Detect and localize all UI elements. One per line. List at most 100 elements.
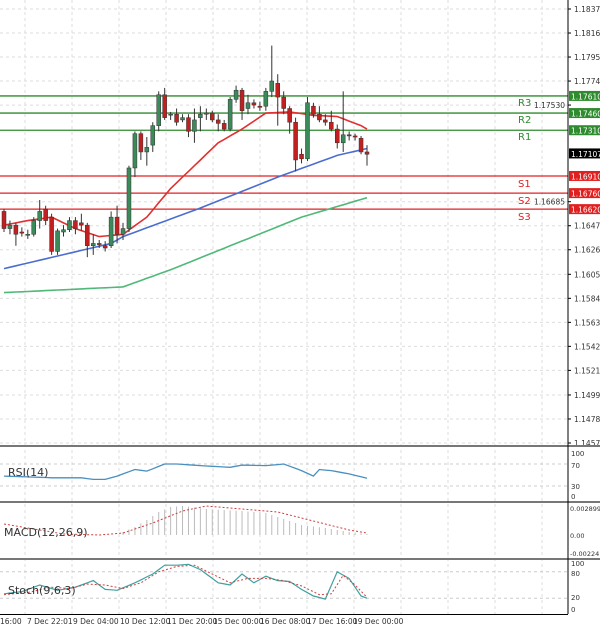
- candle-bear: [102, 245, 108, 249]
- level-price-label: 1.17310: [571, 127, 600, 136]
- panel-separator: [0, 558, 600, 560]
- level-price-badge: [569, 188, 600, 199]
- level-price-badge: [569, 170, 600, 181]
- candle-bear: [162, 94, 167, 118]
- stoch-signal-line: [3, 564, 368, 598]
- candle-bear: [317, 113, 322, 121]
- macd-tick-label: 0.00: [570, 532, 584, 540]
- candle-bear: [334, 128, 340, 144]
- price-tick-label: 1.14995: [574, 391, 600, 400]
- stoch-tick-label: 100: [571, 560, 584, 568]
- level-name-s2: S2: [518, 196, 531, 207]
- candle-bear: [114, 216, 120, 235]
- candle-bull: [263, 91, 269, 107]
- candle-bear: [352, 135, 358, 138]
- candle-bear: [49, 216, 54, 252]
- candle-bear: [287, 108, 292, 123]
- candle-bear: [1, 211, 7, 229]
- candle-bull: [55, 230, 60, 252]
- stoch-main-line: [3, 563, 368, 600]
- candle-bear: [358, 137, 364, 153]
- candle-bear: [281, 96, 286, 109]
- candle-bull: [25, 234, 31, 236]
- price-tick-label: 1.15420: [574, 342, 600, 351]
- candle-bear: [79, 222, 84, 226]
- level-price-label: 1.16760: [571, 190, 600, 199]
- candle-bull: [340, 134, 346, 144]
- price-tick-label: 1.15630: [574, 318, 600, 327]
- candle-bull: [126, 167, 132, 229]
- rsi-tick-label: 0: [571, 493, 575, 501]
- level-price-badge: [569, 204, 600, 215]
- candle-bear: [364, 151, 370, 155]
- price-tick-label: 1.17740: [574, 77, 600, 86]
- level-price-label: 1.17610: [571, 92, 600, 101]
- rsi-panel[interactable]: RSI(14): [0, 463, 568, 487]
- candle-bull: [108, 216, 114, 246]
- level-name-r1: R1: [518, 132, 531, 143]
- ma-slow-line: [3, 196, 368, 294]
- candle-bear: [138, 133, 144, 153]
- price-tick-label: 1.18160: [574, 29, 600, 38]
- candle-bull: [204, 112, 209, 115]
- candle-bull: [132, 133, 138, 169]
- time-tick-label: 9 Dec 04:00: [73, 617, 119, 626]
- ma-mid-line: [3, 147, 368, 270]
- candle-bear: [329, 121, 334, 130]
- price-tick-label: 1.17950: [574, 53, 600, 62]
- time-tick-label: 11 Dec 20:00: [167, 617, 218, 626]
- level-price-badge: [569, 108, 600, 119]
- candle-bear: [73, 220, 78, 229]
- macd-panel[interactable]: MACD(12,26,9): [3, 505, 368, 539]
- time-tick-label: 10 Dec 12:00: [120, 617, 171, 626]
- rsi-tick-label: 100: [571, 450, 584, 458]
- time-tick-label: 19 Dec 00:00: [353, 617, 404, 626]
- candle-bull: [192, 119, 197, 132]
- price-panel[interactable]: R3 R2 R1 S1 S2 S3: [0, 45, 568, 294]
- price-tick-label: 1.14575: [574, 439, 600, 448]
- level-price-badge: [569, 90, 600, 101]
- candle-bull: [198, 113, 203, 118]
- candle-bear: [311, 105, 316, 115]
- candle-bull: [156, 94, 161, 126]
- candle-bull: [31, 220, 37, 235]
- candle-bull: [144, 147, 150, 153]
- candle-bear: [275, 83, 280, 98]
- price-tick-label: 1.15840: [574, 294, 600, 303]
- panel-separator: [0, 445, 600, 447]
- candle-bull: [269, 80, 275, 92]
- candle-bull: [227, 99, 233, 130]
- level-name-r2: R2: [518, 115, 531, 126]
- current-price-label: 1.17107: [571, 150, 600, 159]
- level-name-s1: S1: [518, 179, 531, 190]
- stoch-panel[interactable]: Stoch(9,6,3): [0, 563, 568, 600]
- candle-bear: [239, 89, 245, 112]
- current-price-badge: [569, 148, 600, 159]
- candle-bear: [221, 123, 227, 130]
- panel-separator: [0, 501, 600, 503]
- time-tick-label: 7 Dec 22:01: [27, 617, 73, 626]
- time-tick-label: 16 Dec 08:00: [260, 617, 311, 626]
- rsi-label: RSI(14): [8, 466, 48, 479]
- price-tick-label: 1.16475: [574, 222, 600, 231]
- candle-bear: [215, 119, 221, 124]
- candle-bear: [43, 208, 48, 221]
- price-tick-label: 1.16050: [574, 270, 600, 279]
- macd-tick-label: 0.002899: [570, 505, 600, 513]
- candle-bull: [305, 102, 310, 160]
- candle-bear: [293, 121, 298, 161]
- candle-bear: [251, 102, 257, 106]
- rsi-line: [3, 463, 368, 481]
- candle-bear: [257, 105, 263, 108]
- candle-bull: [245, 102, 251, 109]
- candle-bear: [346, 134, 352, 137]
- level-name-r3: R3: [518, 98, 531, 109]
- candle-bull: [120, 228, 126, 235]
- macd-label: MACD(12,26,9): [4, 526, 88, 539]
- level-price-label: 1.16910: [571, 172, 600, 181]
- candle-bear: [96, 243, 102, 245]
- candle-bull: [67, 220, 72, 230]
